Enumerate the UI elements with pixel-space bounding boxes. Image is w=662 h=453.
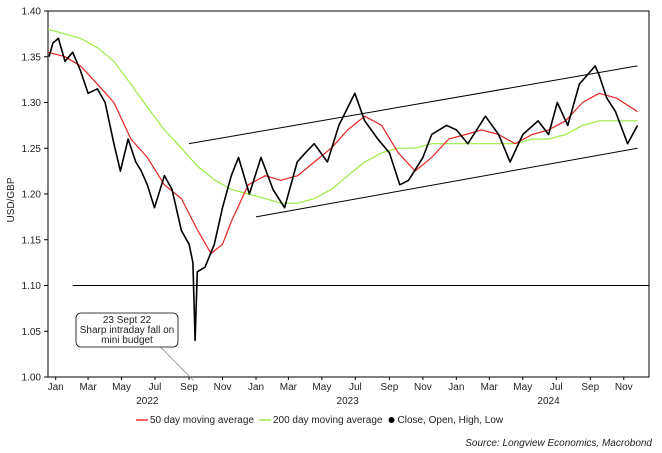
annotation-box bbox=[75, 312, 179, 348]
y-tick-label: 1.30 bbox=[22, 98, 42, 109]
x-tick-label: Mar bbox=[280, 382, 298, 393]
y-tick-label: 1.00 bbox=[22, 373, 42, 384]
x-tick-label: Sep bbox=[380, 382, 398, 393]
y-tick-label: 1.40 bbox=[22, 7, 42, 18]
x-tick-label: Mar bbox=[481, 382, 499, 393]
y-tick-label: 1.25 bbox=[22, 144, 42, 155]
x-tick-label: Sep bbox=[581, 382, 599, 393]
y-tick-label: 1.15 bbox=[22, 235, 42, 246]
x-tick-label: Jan bbox=[48, 382, 64, 393]
x-year-label: 2023 bbox=[337, 396, 360, 407]
annotation-text: mini budget bbox=[101, 335, 153, 346]
annotation-text: 23 Sept 22 bbox=[103, 315, 152, 326]
legend-label: 50 day moving average bbox=[150, 415, 254, 426]
legend-label: 200 day moving average bbox=[273, 415, 383, 426]
legend: 50 day moving average 200 day moving aver… bbox=[136, 415, 504, 426]
source-note: Source: Longview Economics, Macrobond bbox=[465, 438, 652, 449]
x-tick-label: Jul bbox=[550, 382, 563, 393]
x-year-label: 2022 bbox=[136, 396, 159, 407]
y-axis: 1.00 1.05 1.10 1.15 1.20 1.25 1.30 1.35 1.40 bbox=[22, 7, 48, 384]
reference-lines bbox=[72, 65, 649, 286]
x-tick-label: Nov bbox=[214, 382, 232, 393]
legend-swatch bbox=[388, 417, 395, 423]
x-tick-label: Mar bbox=[79, 382, 97, 393]
y-tick-label: 1.35 bbox=[22, 52, 42, 63]
y-tick-label: 1.10 bbox=[22, 281, 42, 292]
x-tick-label: Jan bbox=[448, 382, 464, 393]
x-tick-label: Nov bbox=[615, 382, 633, 393]
x-tick-label: May bbox=[112, 382, 131, 393]
close-open-high-low-line bbox=[48, 37, 639, 342]
x-tick-label: Sep bbox=[180, 382, 198, 393]
lower-channel-line bbox=[255, 147, 638, 218]
y-tick-label: 1.20 bbox=[22, 190, 42, 201]
y-tick-label: 1.05 bbox=[22, 327, 42, 338]
x-tick-label: Jul bbox=[349, 382, 362, 393]
x-tick-label: May bbox=[312, 382, 331, 393]
series-group bbox=[47, 28, 639, 342]
x-axis: Jan Mar May Jul Sep Nov Jan Mar May Jul Sep Nov Jan M… bbox=[48, 377, 633, 407]
x-tick-label: Jul bbox=[149, 382, 162, 393]
y-axis-label: USD/GBP bbox=[6, 177, 17, 222]
annotation-text: Sharp intraday fall on bbox=[80, 325, 175, 336]
legend-label: Close, Open, High, Low bbox=[398, 415, 504, 426]
x-tick-label: Jan bbox=[248, 382, 264, 393]
x-tick-label: Nov bbox=[414, 382, 432, 393]
200-day-moving-average-line bbox=[47, 28, 638, 204]
upper-channel-line bbox=[188, 65, 638, 145]
x-tick-label: May bbox=[513, 382, 532, 393]
x-year-label: 2024 bbox=[537, 396, 560, 407]
